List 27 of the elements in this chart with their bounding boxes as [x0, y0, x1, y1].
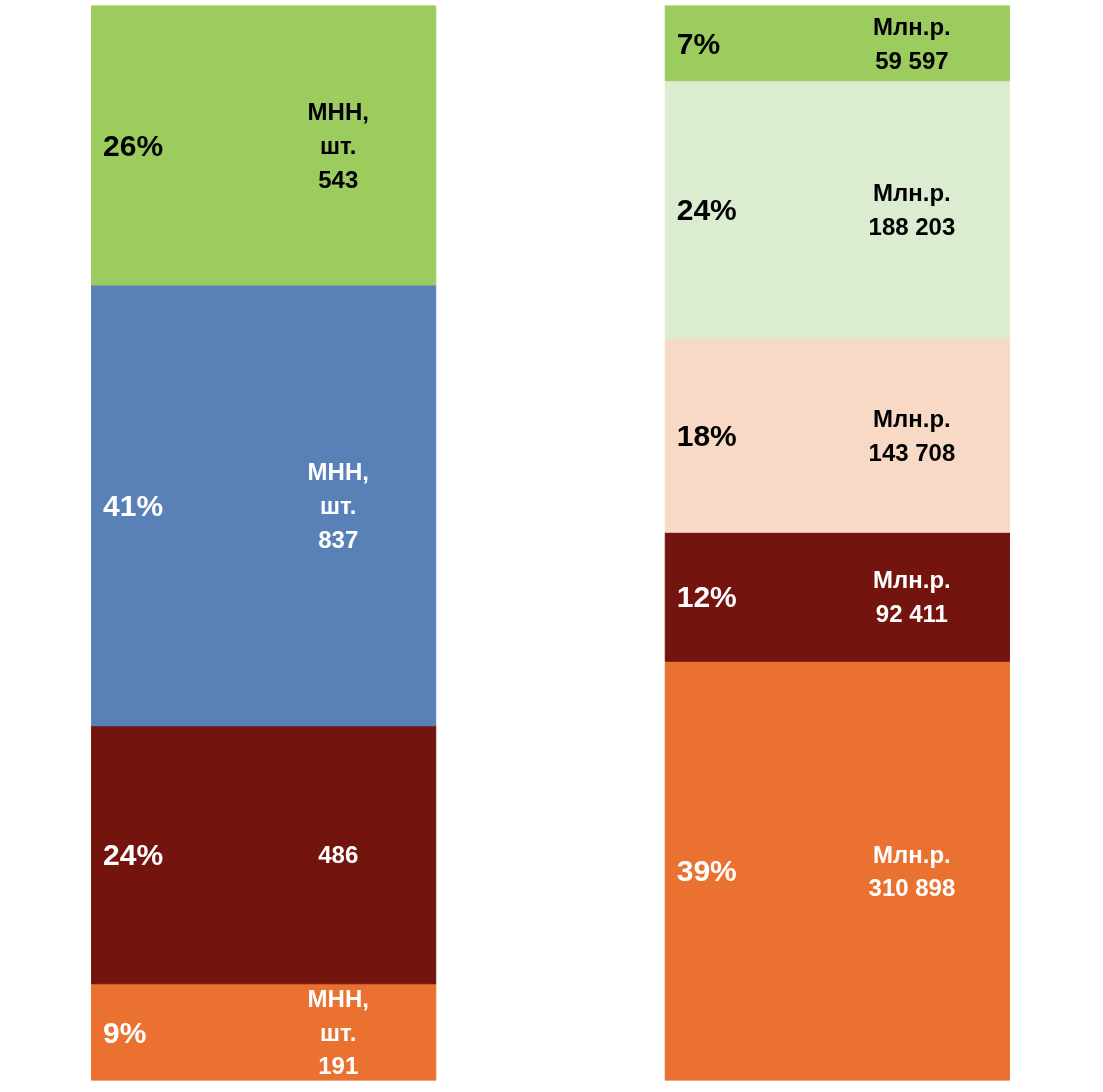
bar — [664, 5, 1010, 82]
annotation: МНН, шт. 837 — [307, 458, 369, 553]
bar — [664, 531, 1010, 662]
data-label: 41% — [103, 488, 164, 522]
data-label: 26% — [103, 128, 164, 162]
annotation: Млн.р. 310 898 — [868, 840, 956, 902]
bar — [91, 725, 437, 985]
bar — [664, 80, 1010, 340]
bar — [664, 660, 1010, 1081]
bar — [664, 338, 1010, 533]
annotation: Млн.р. 188 203 — [868, 179, 956, 241]
data-label: 9% — [103, 1015, 147, 1049]
data-label: 12% — [676, 580, 737, 614]
data-label: 18% — [676, 419, 737, 452]
annotation: Млн.р. 59 597 — [873, 12, 951, 74]
bar — [91, 284, 437, 727]
data-label: 24% — [676, 193, 737, 227]
bar — [91, 983, 437, 1081]
data-label: 39% — [676, 854, 737, 888]
bar — [91, 5, 437, 286]
annotation: 486 — [318, 841, 359, 869]
annotation: МНН, шт. 191 — [307, 984, 369, 1080]
data-label: 7% — [676, 26, 721, 60]
data-label: 24% — [103, 838, 164, 872]
annotation: Млн.р. 92 411 — [873, 566, 951, 628]
annotation: Млн.р. 143 708 — [868, 405, 956, 466]
annotation: МНН, шт. 543 — [307, 98, 369, 193]
